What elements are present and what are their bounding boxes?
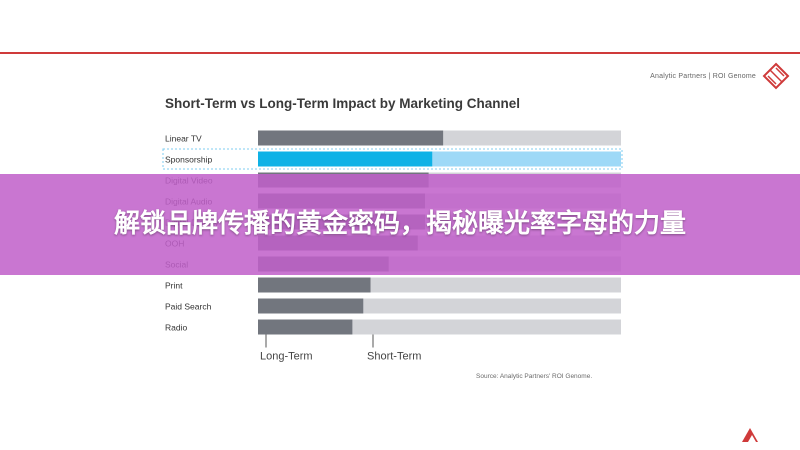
bar-short-term-paid-search <box>258 298 364 314</box>
header-rule <box>0 52 800 54</box>
bar-short-term-radio <box>258 319 353 335</box>
highlight-outline-sponsorship <box>162 148 623 170</box>
legend-label-long-term: Long-Term <box>260 351 313 363</box>
category-label-print: Print <box>165 281 183 291</box>
chart-title: Short-Term vs Long-Term Impact by Market… <box>165 96 521 111</box>
analytic-partners-logo-icon <box>742 428 758 442</box>
category-label-paid-search: Paid Search <box>165 302 212 312</box>
roi-genome-logo-icon <box>762 62 790 90</box>
bar-short-term-sponsorship <box>258 151 433 167</box>
category-label-radio: Radio <box>165 323 187 333</box>
bar-short-term-print <box>258 277 371 293</box>
legend-label-short-term: Short-Term <box>367 351 421 363</box>
source-note: Source: Analytic Partners' ROI Genome. <box>476 373 593 380</box>
category-label-sponsorship: Sponsorship <box>165 155 213 165</box>
category-label-linear-tv: Linear TV <box>165 134 202 144</box>
brand-text: Analytic Partners | ROI Genome <box>650 72 756 80</box>
headline-banner: 解锁品牌传播的黄金密码，揭秘曝光率字母的力量 <box>0 174 800 275</box>
headline-text: 解锁品牌传播的黄金密码，揭秘曝光率字母的力量 <box>113 209 686 239</box>
legend: Long-Term Short-Term <box>260 334 421 363</box>
brand-header: Analytic Partners | ROI Genome <box>650 58 790 94</box>
bar-short-term-linear-tv <box>258 130 444 146</box>
